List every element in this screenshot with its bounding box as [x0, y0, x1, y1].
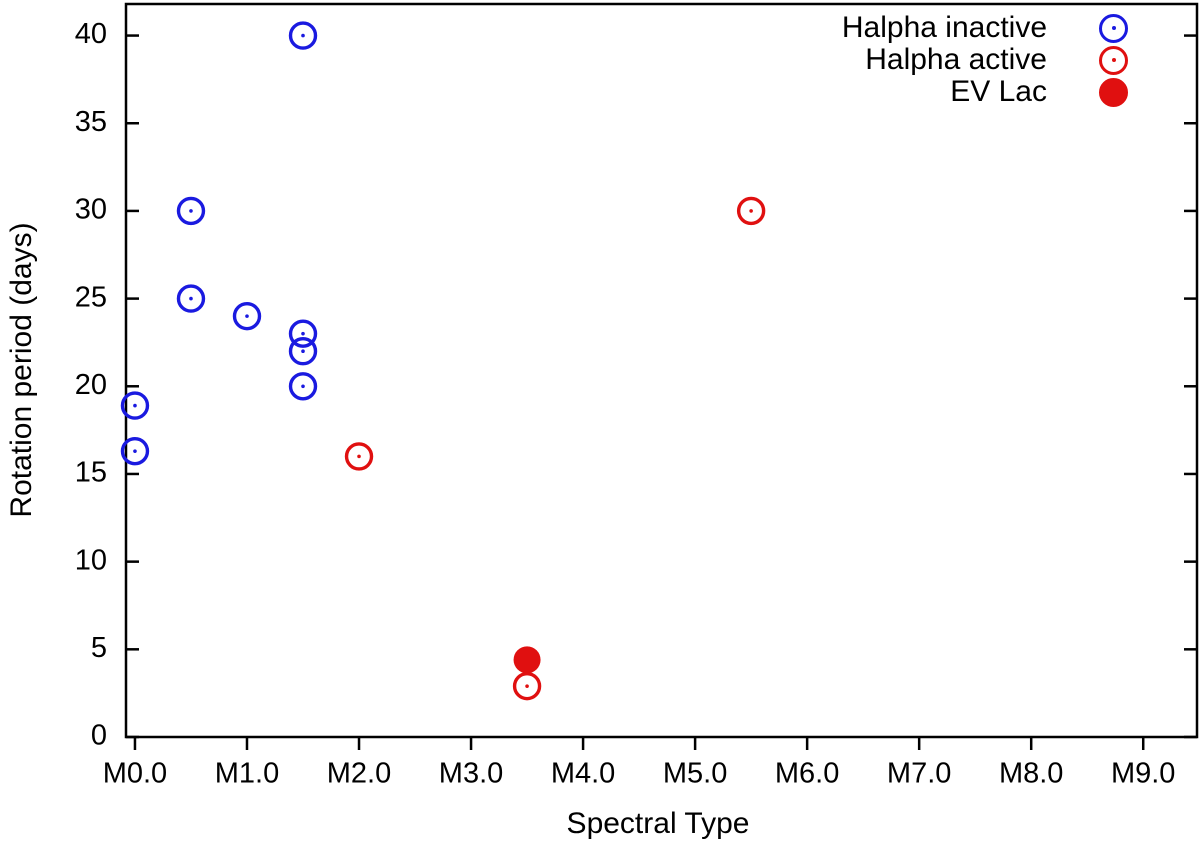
y-axis-tick-label: 40 — [75, 18, 107, 50]
point-halpha-inactive-center-dot — [245, 314, 249, 318]
plot-border — [124, 2, 1199, 739]
y-axis-title: Rotation period (days) — [5, 222, 38, 518]
x-axis-tick-label: M4.0 — [551, 758, 615, 790]
point-halpha-inactive-center-dot — [301, 384, 305, 389]
point-halpha-inactive — [120, 436, 150, 466]
x-axis-tick-label: M7.0 — [887, 758, 951, 790]
y-axis-tick-label: 25 — [75, 281, 107, 313]
open-circle-marker-icon — [1099, 45, 1128, 75]
point-halpha-inactive-center-dot — [133, 449, 137, 453]
point-halpha-inactive — [288, 337, 318, 366]
y-axis-tick-label: 10 — [75, 544, 107, 576]
point-halpha-inactive-center-dot — [301, 33, 305, 38]
y-axis-tick-label: 0 — [91, 720, 107, 752]
point-halpha-inactive-center-dot — [189, 296, 193, 301]
y-axis-tick-label: 30 — [75, 194, 107, 226]
x-axis-tick-label: M5.0 — [663, 758, 727, 790]
x-axis-tick-label: M3.0 — [439, 758, 503, 790]
legend-item-ev-lac: EV Lac — [842, 75, 1128, 108]
point-halpha-inactive — [176, 196, 206, 226]
x-axis-tick-label: M2.0 — [327, 758, 391, 790]
point-halpha-inactive — [232, 301, 262, 331]
legend-label: Halpha active — [865, 43, 1047, 76]
x-axis-tick-label: M1.0 — [215, 758, 279, 790]
point-halpha-active-center-dot — [749, 209, 753, 213]
point-halpha-inactive-center-dot — [301, 331, 305, 336]
y-axis-tick-label: 5 — [91, 632, 107, 664]
legend-item-halpha-active: Halpha active — [842, 43, 1128, 76]
point-halpha-inactive — [288, 372, 318, 401]
marker-center-dot-icon — [1111, 58, 1116, 62]
point-halpha-inactive-center-dot — [189, 209, 193, 213]
x-axis-tick-label: M0.0 — [103, 758, 167, 790]
point-halpha-active-center-dot — [357, 454, 361, 459]
x-axis-tick-label: M6.0 — [775, 758, 839, 790]
point-halpha-active-center-dot — [525, 684, 529, 688]
legend: Halpha inactive Halpha active EV Lac — [841, 11, 1128, 108]
y-axis-tick-label: 15 — [75, 457, 107, 489]
point-halpha-active — [512, 671, 542, 701]
point-halpha-active — [736, 196, 766, 226]
point-halpha-inactive — [176, 284, 206, 313]
point-halpha-inactive-center-dot — [301, 349, 305, 354]
legend-label: Halpha inactive — [841, 11, 1047, 44]
legend-item-halpha-inactive: Halpha inactive — [841, 11, 1128, 44]
point-halpha-inactive — [120, 391, 150, 420]
x-axis-title: Spectral Type — [566, 807, 750, 840]
x-axis-tick-label: M8.0 — [999, 758, 1063, 790]
x-axis-tick-label: M9.0 — [1111, 758, 1175, 790]
marker-center-dot-icon — [1111, 26, 1116, 30]
point-halpha-active — [344, 442, 374, 471]
y-axis-tick-label: 20 — [75, 369, 107, 401]
y-axis-tick-label: 35 — [75, 106, 107, 138]
legend-label: EV Lac — [950, 75, 1047, 108]
point-halpha-inactive-center-dot — [133, 403, 137, 408]
point-halpha-inactive — [288, 21, 318, 50]
point-halpha-inactive — [288, 319, 318, 348]
open-circle-marker-icon — [1099, 13, 1128, 43]
point-ev-lac — [513, 646, 541, 674]
filled-circle-marker-icon — [1099, 77, 1128, 107]
